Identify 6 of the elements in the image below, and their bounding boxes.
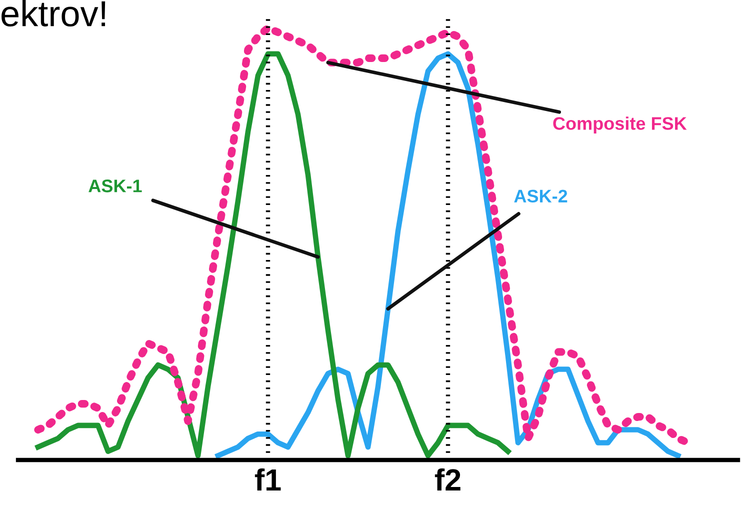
series-label: ASK-2 [514,190,568,203]
text: ASK-1 [88,180,142,192]
text: Composite FSK [553,116,687,134]
chart-title: ektrov! [2,0,106,27]
x-tick-label: f2 [434,468,460,490]
x-tick-label: f1 [254,468,281,490]
